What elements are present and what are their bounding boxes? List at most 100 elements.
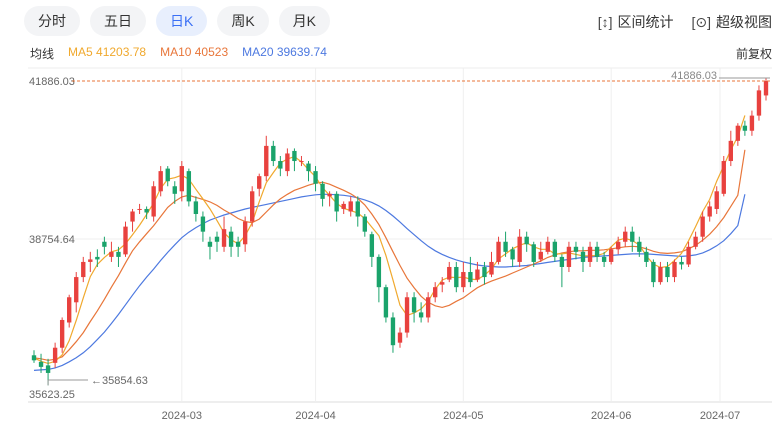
candle xyxy=(608,246,614,265)
ma10-line xyxy=(33,149,746,361)
candle-body xyxy=(749,115,755,131)
candle-body xyxy=(242,221,248,245)
candle-body xyxy=(440,282,445,285)
candle-body xyxy=(271,145,276,162)
candle-body xyxy=(285,153,290,172)
candle xyxy=(144,206,149,220)
candle-body xyxy=(425,297,431,318)
candle xyxy=(573,241,579,260)
candle-body xyxy=(482,266,487,278)
candle-body xyxy=(637,241,642,252)
candle xyxy=(81,256,86,283)
tab-five-day[interactable]: 五日 xyxy=(90,6,146,36)
candle xyxy=(299,155,304,167)
candle-body xyxy=(158,171,163,192)
range-stats-button[interactable]: [↕] 区间统计 xyxy=(598,12,674,32)
super-view-button[interactable]: [⊙] 超级视图 xyxy=(691,12,772,32)
candle-body xyxy=(608,249,614,262)
candle-body xyxy=(587,246,593,262)
candle-body xyxy=(524,236,529,245)
ma10-legend: MA10 40523 xyxy=(160,45,229,59)
tab-daily-k[interactable]: 日K xyxy=(156,6,208,36)
candle xyxy=(130,208,135,232)
candle xyxy=(397,327,403,348)
candle xyxy=(123,221,128,257)
tab-intraday[interactable]: 分时 xyxy=(24,6,80,36)
candle xyxy=(587,241,593,267)
candle-body xyxy=(545,241,550,252)
candle-body xyxy=(686,246,691,265)
candle-body xyxy=(362,216,367,232)
candle-body xyxy=(144,208,149,213)
candle-body xyxy=(594,246,600,257)
x-tick-label: 2024-07 xyxy=(700,410,740,422)
candle xyxy=(376,254,382,303)
candle-body xyxy=(320,183,325,199)
candle xyxy=(88,251,93,273)
candle-body xyxy=(566,246,572,267)
candle xyxy=(503,231,508,257)
candle-body xyxy=(580,251,586,262)
candle xyxy=(348,196,353,217)
candle-body xyxy=(503,241,508,252)
candle xyxy=(700,211,705,242)
tab-monthly-k[interactable]: 月K xyxy=(278,6,331,36)
candle xyxy=(552,239,558,262)
candle xyxy=(637,236,642,257)
candle-body xyxy=(644,251,649,262)
candle xyxy=(214,231,220,252)
candle-body xyxy=(672,261,677,278)
super-view-label: 超级视图 xyxy=(716,14,772,30)
candle-body xyxy=(207,241,213,247)
candle xyxy=(74,272,79,313)
candle xyxy=(749,110,755,136)
candle xyxy=(475,261,480,283)
candle-body xyxy=(38,361,44,367)
tab-weekly-k[interactable]: 周K xyxy=(217,6,269,36)
ma5-legend: MA5 41203.78 xyxy=(68,45,147,59)
candle xyxy=(257,173,262,197)
x-tick-label: 2024-04 xyxy=(295,410,335,422)
candle xyxy=(235,236,241,257)
candle-body xyxy=(31,355,37,361)
candle-body xyxy=(559,256,565,267)
candle-body xyxy=(214,236,220,242)
candle-body xyxy=(369,234,375,257)
candle-body xyxy=(355,201,360,217)
candle-body xyxy=(489,261,494,275)
candle-body xyxy=(496,241,501,262)
candle xyxy=(763,77,769,101)
candle xyxy=(658,261,663,285)
candle-body xyxy=(433,287,438,298)
candle xyxy=(390,312,396,353)
candle xyxy=(193,196,199,222)
candle xyxy=(341,201,346,215)
candle-body xyxy=(707,206,712,217)
candle-body xyxy=(95,256,100,260)
x-tick-label: 2024-06 xyxy=(591,410,631,422)
low-marker-label: ←35854.63 xyxy=(91,375,148,387)
candle xyxy=(137,203,142,215)
chart-tools: [↕] 区间统计 [⊙] 超级视图 xyxy=(598,12,772,32)
candle xyxy=(580,246,586,273)
candles-layer xyxy=(31,77,769,386)
candle-body xyxy=(735,125,741,141)
adjust-mode-button[interactable]: 前复权 xyxy=(735,47,772,61)
candle-body xyxy=(376,256,382,288)
candle xyxy=(327,191,332,207)
candle xyxy=(693,231,698,250)
candle xyxy=(102,236,107,255)
candle-body xyxy=(341,203,346,209)
candle-body xyxy=(123,226,128,255)
candle-body xyxy=(74,277,79,303)
candle-body xyxy=(116,251,121,257)
ma-legend-title: 均线 xyxy=(30,47,55,61)
candle-body xyxy=(404,297,410,333)
candle-body xyxy=(573,246,579,252)
candle xyxy=(242,216,248,252)
candle-body xyxy=(517,236,522,262)
candle xyxy=(510,246,515,267)
candle xyxy=(228,226,234,257)
candle-body xyxy=(151,186,156,217)
